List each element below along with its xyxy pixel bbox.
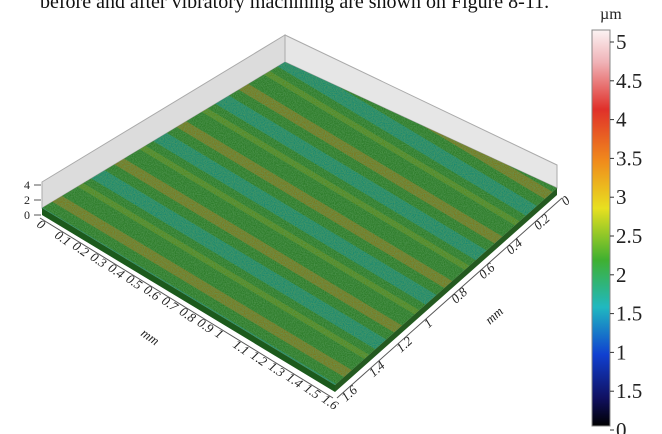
x-tick-label: 1 bbox=[212, 326, 226, 342]
colorbar-label: 1.5 bbox=[616, 302, 642, 326]
z-tick-label: 0 bbox=[24, 208, 30, 222]
x-tick-label: 1.4 bbox=[284, 369, 306, 391]
x-tick-label: 1.5 bbox=[301, 380, 323, 402]
colorbar-label: 3.5 bbox=[616, 146, 642, 170]
x-axis-line bbox=[39, 217, 334, 399]
colorbar-label: 0 bbox=[616, 418, 627, 434]
y-tick-label: 0 bbox=[558, 192, 573, 208]
colorbar-label: 4.5 bbox=[616, 69, 642, 93]
front-left-edge bbox=[42, 208, 335, 392]
colorbar-label: 1 bbox=[616, 340, 627, 364]
caption-fragment: before and after vibratory machining are… bbox=[40, 0, 550, 13]
surface bbox=[42, 62, 557, 385]
y-axis-line bbox=[336, 197, 563, 399]
colorbar bbox=[591, 29, 611, 427]
z-tick-label: 2 bbox=[24, 193, 30, 207]
z-tick-label: 4 bbox=[24, 178, 30, 192]
front-right-edge bbox=[335, 188, 557, 392]
y-axis-title: mm bbox=[482, 304, 506, 328]
colorbar-label: 2 bbox=[616, 263, 627, 287]
x-tick-label: 0 bbox=[34, 216, 48, 232]
colorbar-label: 4 bbox=[616, 108, 627, 132]
x-axis-title: mm bbox=[138, 325, 162, 348]
colorbar-label: 2.5 bbox=[616, 224, 642, 248]
colorbar-label: 3 bbox=[616, 185, 627, 209]
colorbar-label: 1.5 bbox=[616, 379, 642, 403]
colorbar-label: 5 bbox=[616, 30, 627, 54]
colorbar-unit: µm bbox=[600, 6, 622, 23]
